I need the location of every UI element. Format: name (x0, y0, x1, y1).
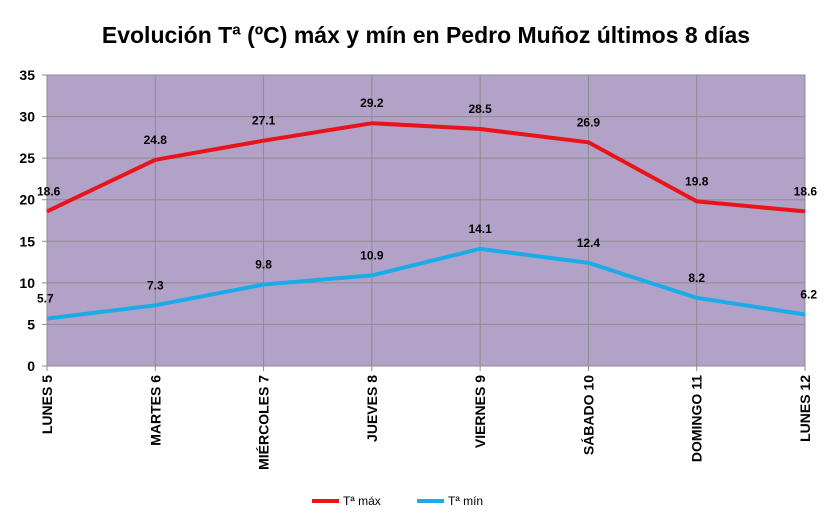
data-label-max: 24.8 (144, 133, 168, 147)
x-tick-label: JUEVES 8 (364, 375, 380, 442)
x-tick-label: MARTES 6 (147, 375, 163, 446)
legend-label: Tª mín (448, 494, 483, 508)
x-tick-label: MIÉRCOLES 7 (256, 375, 272, 470)
data-label-max: 26.9 (577, 115, 601, 129)
x-tick-label: LUNES 12 (797, 375, 813, 442)
data-label-min: 7.3 (147, 278, 164, 292)
series-line-max (46, 121, 806, 214)
series-line-min (46, 246, 806, 321)
data-label-max: 27.1 (252, 114, 276, 128)
data-label-min: 6.2 (800, 287, 817, 301)
plot-area-group (47, 75, 805, 366)
data-label-min: 5.7 (37, 292, 54, 306)
y-tick-label: 20 (19, 192, 35, 208)
data-label-min: 9.8 (255, 258, 272, 272)
x-tick-label: SÁBADO 10 (580, 375, 596, 455)
y-tick-label: 15 (19, 233, 35, 249)
y-tick-label: 30 (19, 109, 35, 125)
plot-border (46, 74, 806, 367)
data-label-min: 12.4 (577, 236, 601, 250)
data-labels: 18.6 24.8 27.1 29.2 28.5 26.9 19.8 18.6 5.7 7.3 9.… (37, 96, 817, 305)
axes: 0 5 10 15 20 25 30 35 LUNES 5 MARTES 6 MIÉRCOLES 7… (19, 67, 813, 470)
data-label-max: 18.6 (794, 184, 818, 198)
series-lines (46, 121, 806, 321)
y-tick-label: 35 (19, 67, 35, 83)
y-tick-label: 25 (19, 150, 35, 166)
data-label-min: 14.1 (468, 222, 492, 236)
data-label-min: 8.2 (688, 271, 705, 285)
chart-title: Evolución Tª (ºC) máx y mín en Pedro Muñ… (101, 22, 751, 48)
legend-label: Tª máx (343, 494, 381, 508)
x-tick-label: VIERNES 9 (472, 375, 488, 448)
plot-area (47, 75, 805, 366)
data-label-min: 10.9 (360, 248, 384, 262)
data-label-max: 28.5 (468, 102, 492, 116)
data-label-max: 18.6 (37, 184, 61, 198)
y-tick-label: 0 (27, 358, 35, 374)
y-tick-label: 5 (27, 316, 35, 332)
x-tick-label: DOMINGO 11 (689, 375, 705, 462)
x-tick-label: LUNES 5 (39, 375, 55, 434)
data-label-max: 29.2 (360, 96, 384, 110)
y-tick-label: 10 (19, 275, 35, 291)
legend: Tª máx Tª mín (312, 494, 483, 508)
data-label-max: 19.8 (685, 174, 709, 188)
